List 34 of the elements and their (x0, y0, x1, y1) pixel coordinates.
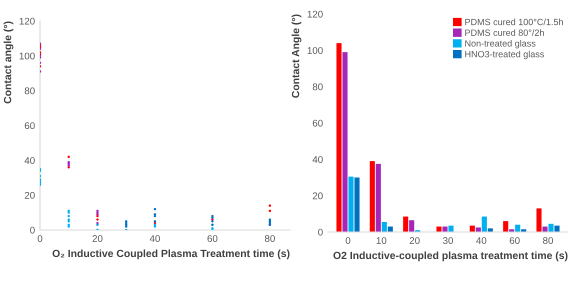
legend-label: HNO3-treated glass (465, 50, 544, 60)
x-tick-label: 60 (208, 235, 218, 242)
y-tick-label: 100 (308, 47, 323, 54)
x-tick-label: 0 (346, 237, 350, 244)
x-tick-label: 30 (442, 237, 454, 244)
x-tick-label: 40 (476, 237, 486, 244)
x-tick-label: 40 (150, 235, 160, 242)
y-tick-label: 100 (20, 52, 35, 60)
y-axis-title: Contact Angle (°) (292, 14, 302, 98)
x-axis-title: O2 Inductive-coupled plasma treatment time (s) (333, 251, 568, 262)
y-tick-label: 0 (318, 228, 323, 236)
y-tick-label: 60 (312, 120, 323, 127)
y-tick-label: 0 (30, 226, 35, 234)
x-tick-label: 80 (543, 237, 554, 244)
x-tick-label: 0 (38, 235, 42, 242)
x-tick-label: 80 (264, 235, 275, 242)
y-tick-label: 20 (312, 192, 323, 200)
legend-label: Non-treated glass (465, 40, 536, 48)
legend-label: PDMS cured 80°/2h (465, 29, 544, 36)
y-tick-label: 120 (308, 10, 323, 18)
y-tick-label: 120 (20, 18, 35, 25)
x-tick-label: 20 (92, 235, 102, 242)
y-tick-label: 60 (24, 122, 35, 130)
y-tick-label: 20 (24, 192, 35, 199)
y-tick-label: 40 (312, 156, 323, 163)
legend-label: PDMS cured 100°C/1.5h (465, 18, 563, 26)
y-tick-label: 40 (24, 157, 35, 164)
y-axis-title: Contact angle (°) (4, 22, 14, 104)
x-tick-label: 20 (410, 237, 420, 244)
y-tick-label: 80 (24, 87, 35, 94)
x-axis-title: O₂ Inductive Coupled Plasma Treatment time (s) (52, 249, 290, 260)
x-tick-label: 60 (510, 237, 520, 244)
y-tick-label: 80 (312, 83, 323, 90)
x-tick-label: 10 (376, 237, 386, 244)
